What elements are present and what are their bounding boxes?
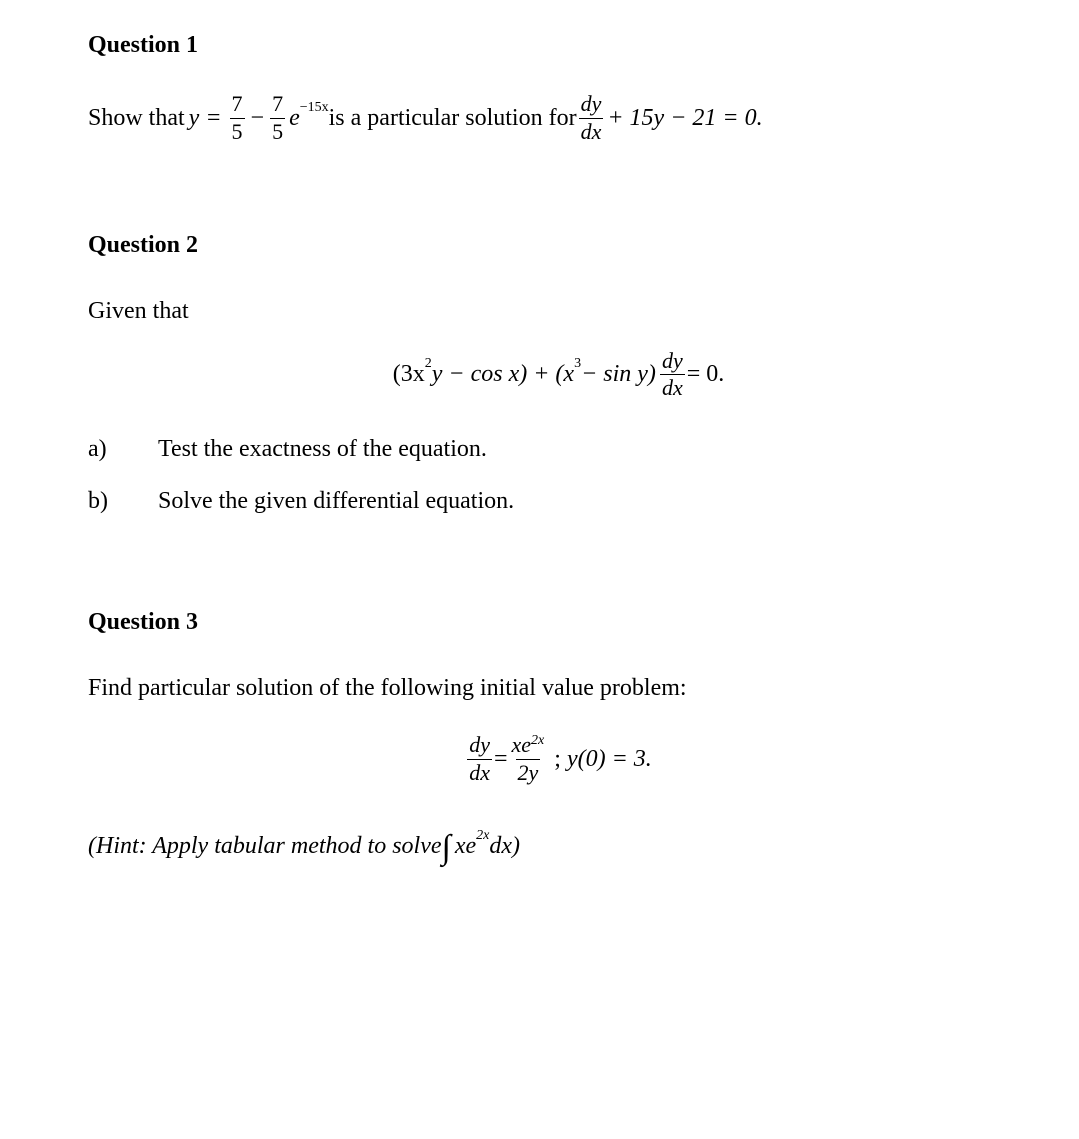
question-2: Question 2 Given that (3x 2 y − cos x) +… xyxy=(88,226,1029,521)
question-3-equation: dy dx = xe2x 2y ; y(0) = 3. xyxy=(88,733,1029,784)
question-1-title: Question 1 xyxy=(88,26,1029,64)
question-3: Question 3 Find particular solution of t… xyxy=(88,603,1029,874)
q1-frac1: 7 5 xyxy=(230,92,245,143)
q1-frac2: 7 5 xyxy=(270,92,285,143)
q3-dydx: dy dx xyxy=(467,733,492,784)
q3-rhs: xe2x 2y xyxy=(510,733,547,784)
q1-var: y xyxy=(189,105,200,131)
q1-mid: is a particular solution for xyxy=(329,99,577,137)
part-a-label: a) xyxy=(88,430,158,468)
question-2-part-b: b) Solve the given differential equation… xyxy=(88,482,1029,520)
part-b-label: b) xyxy=(88,482,158,520)
part-a-text: Test the exactness of the equation. xyxy=(158,430,487,468)
q1-prefix: Show that xyxy=(88,99,185,137)
q1-dydx: dy dx xyxy=(579,92,604,143)
integral-icon: ∫ xyxy=(442,821,451,875)
question-3-hint: (Hint: Apply tabular method to solve ∫ x… xyxy=(88,819,1029,873)
question-3-title: Question 3 xyxy=(88,603,1029,641)
q2-dydx: dy dx xyxy=(660,349,685,400)
question-2-part-a: a) Test the exactness of the equation. xyxy=(88,430,1029,468)
question-1-body: Show that y = 7 5 − 7 5 e −15x is a part… xyxy=(88,92,1029,143)
question-2-intro: Given that xyxy=(88,292,1029,330)
question-2-title: Question 2 xyxy=(88,226,1029,264)
question-2-equation: (3x 2 y − cos x) + (x 3 − sin y) dy dx =… xyxy=(88,349,1029,400)
question-1: Question 1 Show that y = 7 5 − 7 5 e −15… xyxy=(88,26,1029,144)
question-3-intro: Find particular solution of the followin… xyxy=(88,669,1029,707)
part-b-text: Solve the given differential equation. xyxy=(158,482,514,520)
